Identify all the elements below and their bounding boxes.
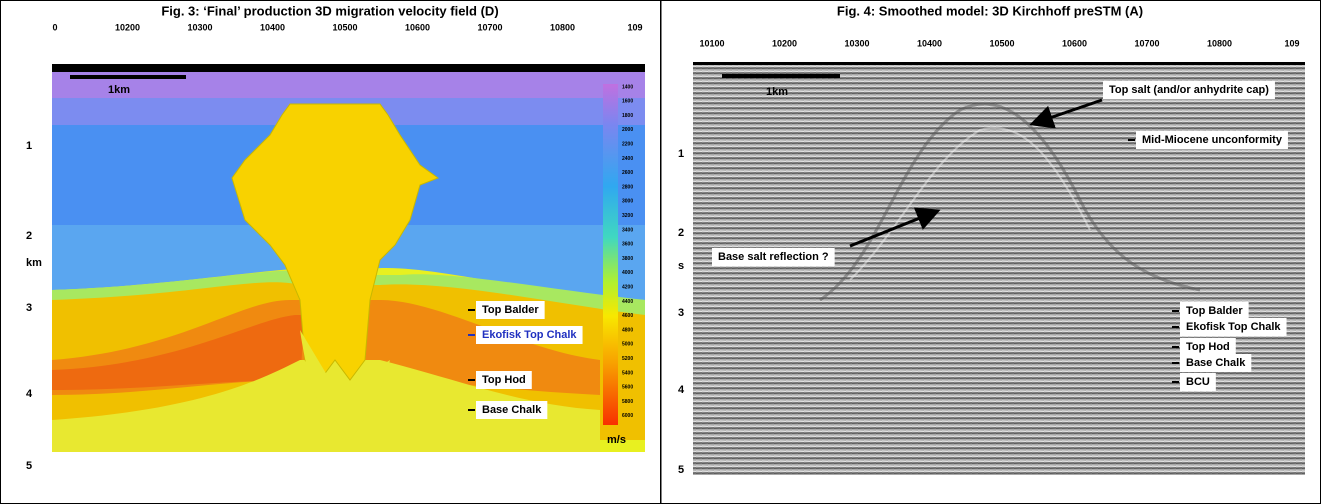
colorbar-label: 3000 [622,199,633,205]
x-tick-label: 109 [627,22,642,32]
x-tick-label: 10600 [1062,38,1087,48]
depth-label: 2 [26,230,32,242]
label-box [1180,318,1287,336]
colorbar-label: 1400 [622,84,633,90]
scale-bar [70,75,186,79]
scale-label: 1km [766,86,788,98]
scale-bar [722,74,840,78]
annotation: Mid-Miocene unconformity [1142,134,1283,146]
x-tick-label: 10200 [115,22,140,32]
colorbar-label: 3800 [622,256,633,262]
x-tick-label: 10200 [772,38,797,48]
annotation: Top Hod [1186,341,1230,353]
label-box [1136,131,1288,149]
arrow [1029,98,1103,129]
depth-label: 4 [26,388,33,400]
label-box [712,248,835,266]
label-box [476,326,583,344]
x-tick-label: 10100 [699,38,724,48]
colorbar-label: 2000 [622,127,633,133]
depth-label: 5 [678,464,684,476]
x-tick-label: 10800 [1207,38,1232,48]
x-tick-label: 10700 [1134,38,1159,48]
label-box [1103,81,1275,99]
x-tick-label: 109 [1284,38,1299,48]
seismic-section [693,62,1305,475]
colorbar-label: 5800 [622,399,633,405]
colorbar-label: 4200 [622,285,633,291]
depth-label: 3 [26,302,32,314]
colorbar-label: 2600 [622,170,633,176]
colorbar-label: 3400 [622,227,633,233]
depth-label: 1 [678,148,684,160]
depth-label: 1 [26,140,32,152]
x-tick-label: 10400 [917,38,942,48]
colorbar-label: 2400 [622,156,633,162]
annotation: Top Balder [482,304,539,316]
arrow [849,207,941,248]
x-tick-label: 10800 [550,22,575,32]
colorbar [603,84,618,425]
annotation: Base Chalk [1186,357,1246,369]
colorbar-label: 5000 [622,342,633,348]
annotation: Base Chalk [482,404,542,416]
title: Fig. 3: ‘Final’ production 3D migration … [161,3,498,18]
colorbar-label: 2200 [622,142,633,148]
colorbar-label: 4800 [622,327,633,333]
x-tick-label: 10700 [477,22,502,32]
label-box [476,401,548,419]
label-box [476,301,545,319]
annotation: Top Balder [1186,305,1243,317]
title: Fig. 4: Smoothed model: 3D Kirchhoff pre… [837,3,1143,18]
colorbar-label: 2800 [622,184,633,190]
label-box [1180,373,1216,391]
colorbar-label: 1600 [622,99,633,105]
label-box [1180,354,1252,372]
colorbar-label: 1800 [622,113,633,119]
x-tick-label: 10400 [260,22,285,32]
colorbar-label: 5600 [622,385,633,391]
depth-label: 2 [678,227,684,239]
colorbar-label: 4600 [622,313,633,319]
colorbar-label: 5400 [622,370,633,376]
annotation: Ekofisk Top Chalk [482,329,577,341]
depth-label: 3 [678,307,684,319]
colorbar-label: 3600 [622,242,633,248]
colorbar-label: 3200 [622,213,633,219]
colorbar-label: 6000 [622,413,633,419]
annotation: Ekofisk Top Chalk [1186,321,1281,333]
annotation: Base salt reflection ? [718,251,829,263]
x-tick-label: 0 [52,22,57,32]
depth-label: km [26,257,42,269]
x-tick-label: 10600 [405,22,430,32]
depth-label: s [678,260,684,272]
x-tick-label: 10300 [187,22,212,32]
colorbar-unit: m/s [607,434,626,446]
x-tick-label: 10500 [989,38,1014,48]
velocity-field [52,64,645,452]
annotation: Top Hod [482,374,526,386]
colorbar-label: 4000 [622,270,633,276]
depth-label: 4 [678,384,685,396]
annotation: Top salt (and/or anhydrite cap) [1109,84,1269,96]
scale-label: 1km [108,84,130,96]
annotation: BCU [1186,376,1210,388]
colorbar-label: 4400 [622,299,633,305]
x-tick-label: 10300 [844,38,869,48]
label-box [1180,338,1236,356]
label-box [1180,302,1249,320]
colorbar-label: 5200 [622,356,633,362]
label-box [476,371,532,389]
depth-label: 5 [26,460,32,472]
x-tick-label: 10500 [332,22,357,32]
